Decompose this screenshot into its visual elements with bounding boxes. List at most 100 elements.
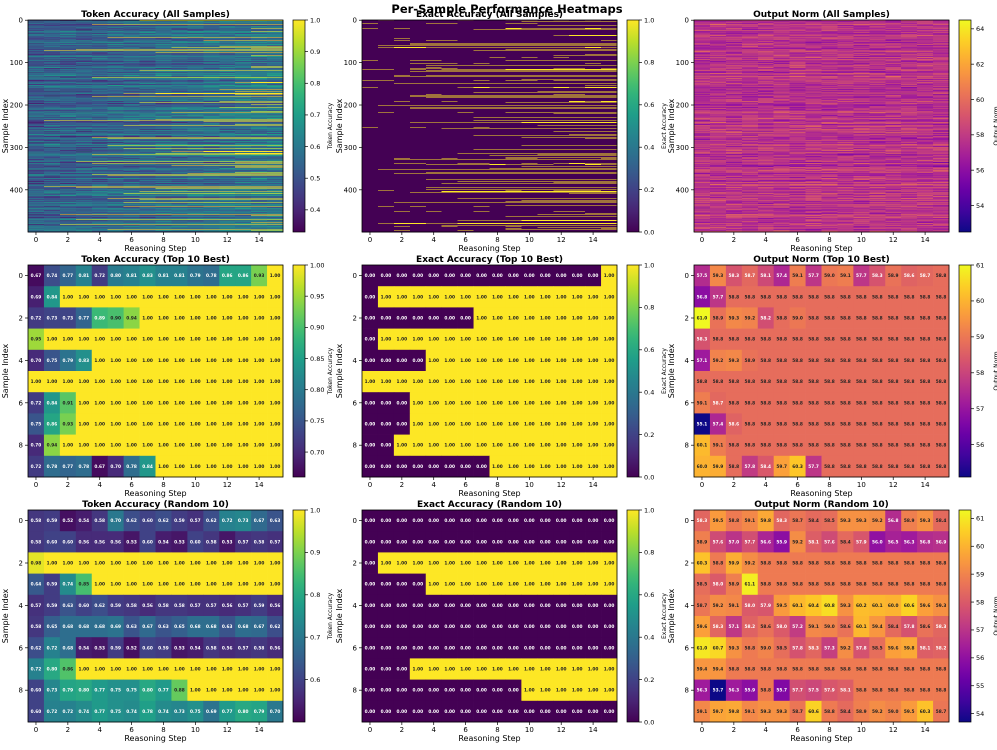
heatmap-cell: [187, 66, 204, 67]
heatmap-cell: [251, 56, 268, 58]
heatmap-cell: [43, 67, 61, 68]
heatmap-cell: [59, 22, 77, 23]
heatmap-cell: [251, 29, 268, 31]
heatmap-cell: [28, 37, 45, 39]
heatmap-cell: [139, 90, 156, 92]
heatmap-cell: [219, 67, 236, 69]
heatmap-cell: [43, 86, 61, 87]
heatmap-cell: [235, 37, 252, 39]
heatmap-cell: [123, 56, 140, 58]
heatmap-cell: [43, 69, 61, 71]
heatmap-cell: [123, 83, 140, 85]
heatmap-cell: [43, 78, 61, 79]
heatmap-cell: [187, 76, 204, 78]
heatmap-cell: [75, 54, 93, 56]
heatmap-cell: [107, 73, 124, 74]
heatmap-cell: [203, 73, 220, 75]
heatmap-cell: [139, 34, 156, 36]
heatmap-cell: [251, 40, 268, 42]
heatmap-cell: [203, 43, 220, 45]
heatmap-cell: [43, 34, 61, 36]
heatmap-cell: [59, 65, 77, 67]
heatmap-cell: [155, 68, 172, 70]
heatmap-cell: [251, 49, 268, 51]
heatmap-cell: [107, 79, 124, 81]
heatmap-cell: [171, 73, 188, 75]
heatmap-cell: [267, 74, 284, 76]
heatmap-cell: [171, 81, 188, 82]
heatmap-cell: [251, 90, 268, 92]
heatmap-cell: [251, 54, 268, 56]
heatmap-cell: [235, 91, 252, 93]
heatmap-cell: [139, 44, 156, 46]
heatmap-cell: [139, 49, 156, 51]
heatmap-cell: [251, 53, 268, 54]
heatmap-cell: [139, 34, 156, 36]
heatmap-cell: [235, 61, 252, 63]
heatmap-cell: [123, 70, 140, 72]
heatmap-cell: [75, 46, 93, 48]
heatmap-cell: [43, 81, 61, 82]
heatmap-cell: [123, 69, 140, 71]
heatmap-cell: [155, 59, 172, 60]
heatmap-cell: [139, 86, 156, 88]
heatmap-cell: [203, 29, 220, 31]
heatmap-cell: [251, 47, 268, 48]
heatmap-cell: [267, 76, 284, 78]
heatmap-cell: [91, 35, 109, 37]
heatmap-cell: [28, 50, 45, 52]
heatmap-cell: [171, 34, 188, 36]
heatmap-cell: [267, 30, 284, 31]
heatmap-cell: [43, 75, 61, 76]
heatmap-cell: [123, 37, 140, 39]
heatmap-cell: [139, 53, 156, 55]
heatmap-cell: [171, 75, 188, 77]
heatmap-cell: [203, 68, 220, 70]
heatmap-cell: [267, 52, 284, 53]
heatmap-cell: [267, 50, 284, 52]
heatmap-cell: [28, 71, 45, 73]
heatmap-cell: [43, 59, 61, 61]
heatmap-cell: [123, 76, 140, 78]
heatmap-cell: [75, 40, 93, 42]
heatmap-cell: [59, 44, 77, 46]
heatmap-cell: [219, 70, 236, 72]
heatmap-cell: [251, 45, 268, 47]
heatmap-cell: [139, 35, 156, 37]
heatmap-cell: [43, 40, 61, 42]
heatmap-cell: [91, 51, 109, 53]
heatmap-cell: [91, 62, 109, 64]
heatmap-cell: [28, 59, 45, 61]
heatmap-cell: [187, 46, 204, 48]
heatmap-cell: [123, 48, 140, 50]
heatmap-cell: [219, 47, 236, 49]
heatmap-cell: [59, 29, 77, 31]
heatmap-cell: [43, 82, 61, 84]
heatmap-cell: [171, 56, 188, 58]
heatmap-cell: [267, 85, 284, 87]
heatmap-cell: [91, 30, 109, 31]
heatmap-cell: [123, 31, 140, 33]
heatmap-cell: [267, 25, 284, 27]
heatmap-cell: [28, 33, 45, 35]
heatmap-cell: [203, 36, 220, 37]
heatmap-cell: [139, 23, 156, 25]
heatmap-cell: [251, 53, 268, 55]
heatmap-cell: [123, 36, 140, 38]
heatmap-cell: [155, 37, 172, 39]
heatmap-cell: [59, 64, 77, 66]
heatmap-cell: [107, 44, 124, 46]
heatmap-cell: [75, 65, 93, 67]
heatmap-cell: [171, 68, 188, 70]
heatmap-cell: [75, 21, 93, 23]
heatmap-cell: [107, 91, 124, 93]
heatmap-cell: [59, 27, 77, 29]
heatmap-cell: [155, 21, 172, 23]
heatmap-cell: [251, 25, 268, 27]
heatmap-cell: [75, 55, 93, 57]
heatmap-cell: [59, 28, 77, 30]
heatmap-cell: [267, 47, 284, 49]
heatmap-cell: [123, 78, 140, 79]
heatmap-cell: [155, 21, 172, 23]
heatmap-cell: [251, 79, 268, 81]
